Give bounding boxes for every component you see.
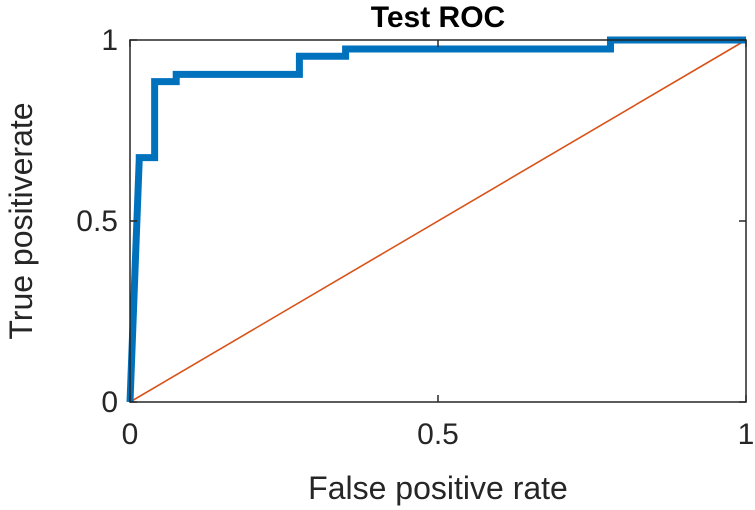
x-tick-label: 1 (738, 418, 755, 451)
y-tick-label: 1 (101, 24, 118, 57)
x-axis-label: False positive rate (308, 470, 568, 506)
y-axis-label: True positiverate (3, 102, 39, 339)
series-layer (126, 36, 747, 403)
chart-title: Test ROC (371, 1, 505, 34)
y-tick-label: 0 (101, 386, 118, 419)
tick-layer: 0 0.5 1 0 0.5 1 (76, 24, 754, 451)
x-tick-label: 0 (122, 418, 139, 451)
x-tick-label: 0.5 (417, 418, 459, 451)
chance-diagonal-line (129, 39, 747, 403)
y-tick-label: 0.5 (76, 205, 118, 238)
roc-curve-line (126, 36, 746, 403)
